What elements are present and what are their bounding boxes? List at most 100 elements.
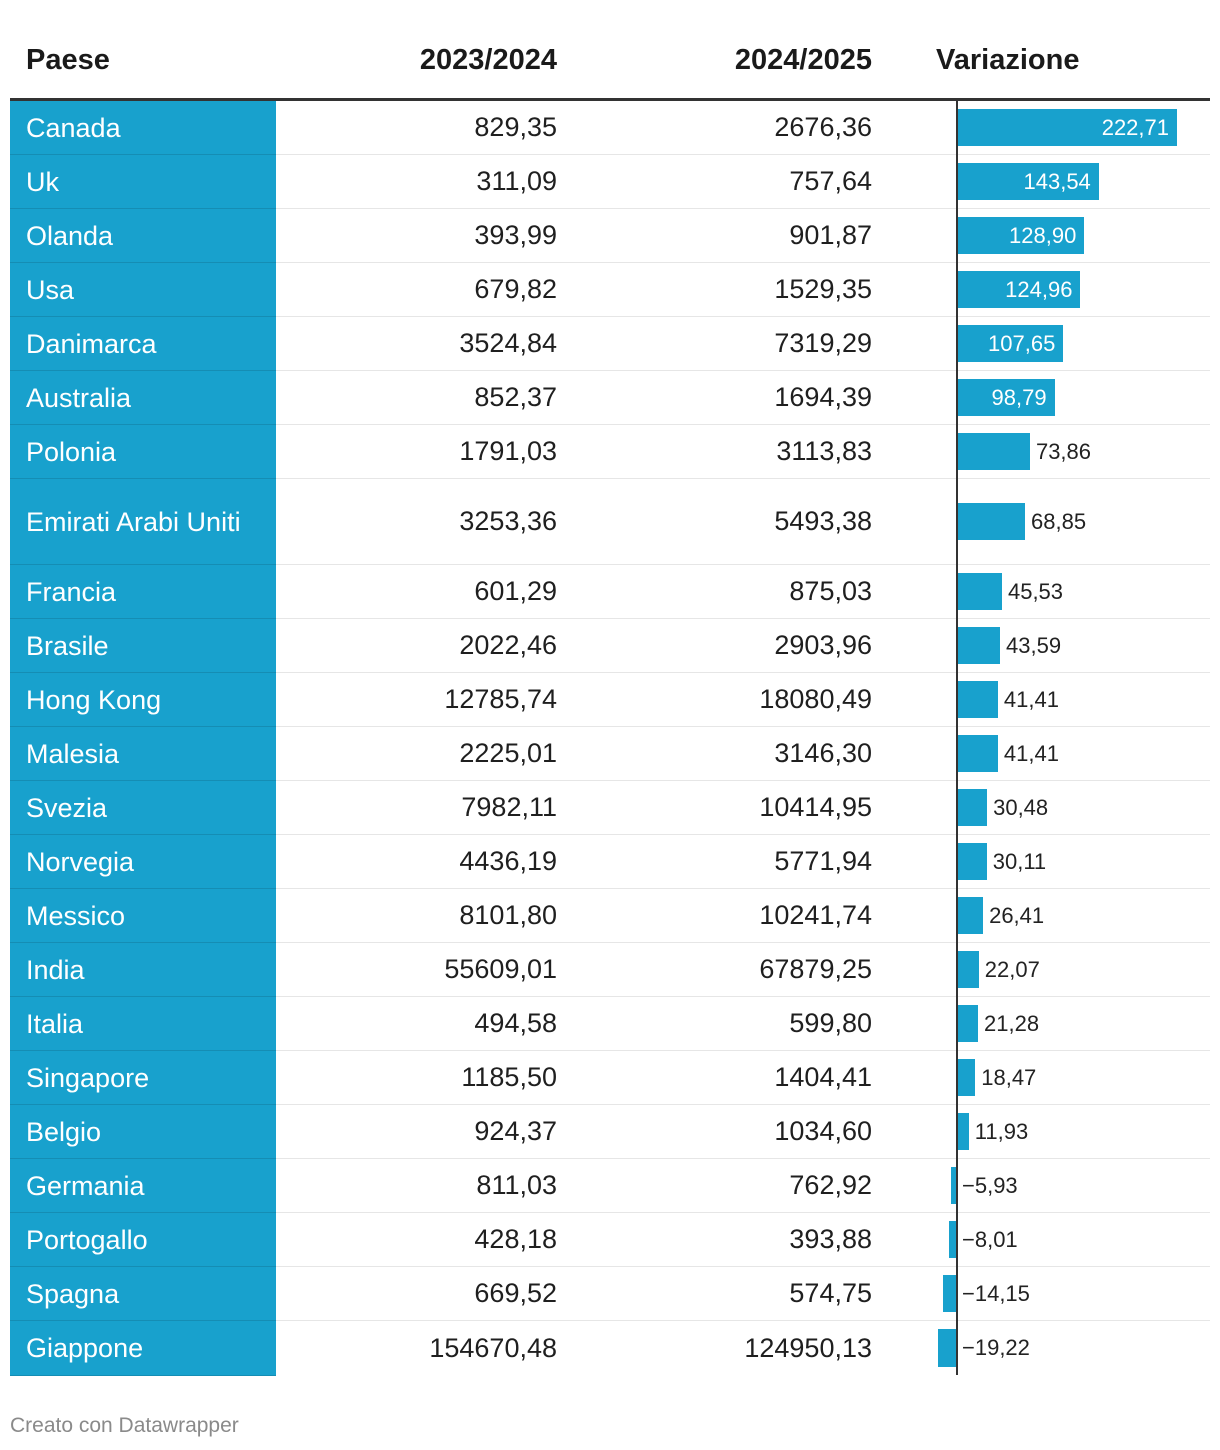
value-2024-2025: 1529,35 <box>774 274 872 304</box>
country-cell: Malesia <box>10 727 276 781</box>
country-cell: India <box>10 943 276 997</box>
value-2023-2024: 4436,19 <box>459 846 557 876</box>
table-header: Paese 2023/2024 2024/2025 Variazione <box>10 0 1210 101</box>
value-2023-2024: 601,29 <box>474 576 557 606</box>
country-cell: Usa <box>10 263 276 317</box>
header-2023-2024: 2023/2024 <box>419 44 557 76</box>
variation-bar <box>957 271 1081 308</box>
country-cell: Canada <box>10 101 276 155</box>
variation-bar <box>957 433 1030 470</box>
variation-label: −14,15 <box>962 1280 1030 1306</box>
variation-label: 21,28 <box>984 1010 1040 1036</box>
value-2024-2025: 1404,41 <box>774 1062 872 1092</box>
variation-cell: 21,28 <box>956 997 1210 1050</box>
variation-label: 222,71 <box>1101 114 1169 140</box>
value-2023-2024: 154670,48 <box>429 1332 557 1363</box>
variation-bar <box>957 109 1177 146</box>
variation-bar <box>957 951 979 988</box>
table-row: Francia 601,29 875,03 45,53 <box>10 565 1210 619</box>
table-row: Italia 494,58 599,80 21,28 <box>10 997 1210 1051</box>
value-2024-2025: 901,87 <box>789 220 872 250</box>
country-cell: Norvegia <box>10 835 276 889</box>
value-2024-2025: 599,80 <box>789 1008 872 1038</box>
country-cell: Giappone <box>10 1321 276 1376</box>
value-2024-2025: 3113,83 <box>776 436 872 466</box>
variation-label: 107,65 <box>988 330 1056 356</box>
value-2023-2024: 1791,03 <box>459 436 557 466</box>
variation-cell: 107,65 <box>956 317 1210 370</box>
table-row: Brasile 2022,46 2903,96 43,59 <box>10 619 1210 673</box>
table-row: Malesia 2225,01 3146,30 41,41 <box>10 727 1210 781</box>
variation-label: 45,53 <box>1007 578 1064 604</box>
variation-label: 124,96 <box>1005 276 1073 302</box>
value-2023-2024: 1185,50 <box>461 1062 557 1092</box>
table-body: Canada 829,35 2676,36 222,71 Uk 311,09 757,64 1… <box>10 101 1210 1376</box>
variation-bar <box>957 843 987 880</box>
value-2024-2025: 3146,30 <box>774 738 872 768</box>
country-cell: Danimarca <box>10 317 276 371</box>
variation-cell: 98,79 <box>956 371 1210 424</box>
table-row: Giappone 154670,48 124950,13 −19,22 <box>10 1321 1210 1376</box>
table-row: Svezia 7982,11 10414,95 30,48 <box>10 781 1210 835</box>
variation-label: 41,41 <box>1003 686 1059 712</box>
value-2023-2024: 428,18 <box>474 1224 557 1254</box>
table-row: Polonia 1791,03 3113,83 73,86 <box>10 425 1210 479</box>
country-cell: Svezia <box>10 781 276 835</box>
variation-cell: −8,01 <box>949 1213 1210 1266</box>
value-2023-2024: 679,82 <box>474 274 557 304</box>
table-row: Emirati Arabi Uniti 3253,36 5493,38 68,85 <box>10 479 1210 565</box>
value-2024-2025: 10241,74 <box>759 900 872 930</box>
table-row: Singapore 1185,50 1404,41 18,47 <box>10 1051 1210 1105</box>
country-cell: Messico <box>10 889 276 943</box>
country-cell: Olanda <box>10 209 276 263</box>
variation-cell: 41,41 <box>956 727 1210 780</box>
variation-cell: 222,71 <box>956 101 1210 154</box>
variation-cell: 18,47 <box>956 1051 1210 1104</box>
value-2024-2025: 762,92 <box>789 1170 872 1200</box>
table-row: Canada 829,35 2676,36 222,71 <box>10 101 1210 155</box>
table-row: Olanda 393,99 901,87 128,90 <box>10 209 1210 263</box>
value-2023-2024: 811,03 <box>476 1170 557 1200</box>
variation-bar <box>957 1005 979 1042</box>
value-2023-2024: 852,37 <box>474 382 557 412</box>
variation-label: 43,59 <box>1006 632 1062 658</box>
country-cell: Italia <box>10 997 276 1051</box>
country-cell: Brasile <box>10 619 276 673</box>
variation-bar <box>957 735 998 772</box>
variation-cell: 68,85 <box>956 479 1210 564</box>
variation-cell: 143,54 <box>956 155 1210 208</box>
value-2023-2024: 669,52 <box>474 1278 557 1308</box>
table-row: Messico 8101,80 10241,74 26,41 <box>10 889 1210 943</box>
country-cell: Portogallo <box>10 1213 276 1267</box>
value-2024-2025: 5493,38 <box>774 506 872 536</box>
value-2024-2025: 2903,96 <box>774 630 872 660</box>
value-2023-2024: 311,09 <box>476 166 557 196</box>
header-variation: Variazione <box>936 44 1080 76</box>
header-2024-2025: 2024/2025 <box>734 44 872 76</box>
variation-label: 18,47 <box>981 1064 1037 1090</box>
value-2023-2024: 55609,01 <box>444 954 557 984</box>
variation-label: −5,93 <box>962 1172 1018 1198</box>
value-2024-2025: 7319,29 <box>774 328 872 358</box>
variation-label: 30,48 <box>993 794 1049 820</box>
variation-bar <box>957 681 998 718</box>
variation-cell: 26,41 <box>956 889 1210 942</box>
variation-cell: 11,93 <box>956 1105 1210 1158</box>
variation-cell: 128,90 <box>956 209 1210 262</box>
value-2023-2024: 7982,11 <box>461 792 557 822</box>
variation-cell: 43,59 <box>956 619 1210 672</box>
value-2024-2025: 18080,49 <box>759 684 872 714</box>
variation-bar <box>957 1059 976 1096</box>
variation-label: 98,79 <box>991 384 1047 410</box>
variation-bar <box>957 789 988 826</box>
variation-label: 73,86 <box>1035 438 1092 464</box>
variation-cell: 41,41 <box>956 673 1210 726</box>
table-row: Portogallo 428,18 393,88 −8,01 <box>10 1213 1210 1267</box>
value-2024-2025: 757,64 <box>789 166 872 196</box>
variation-label: 22,07 <box>984 956 1040 982</box>
country-cell: Australia <box>10 371 276 425</box>
country-cell: Hong Kong <box>10 673 276 727</box>
value-2023-2024: 2225,01 <box>459 738 557 768</box>
variation-bar <box>938 1329 957 1367</box>
variation-bar <box>957 217 1085 254</box>
